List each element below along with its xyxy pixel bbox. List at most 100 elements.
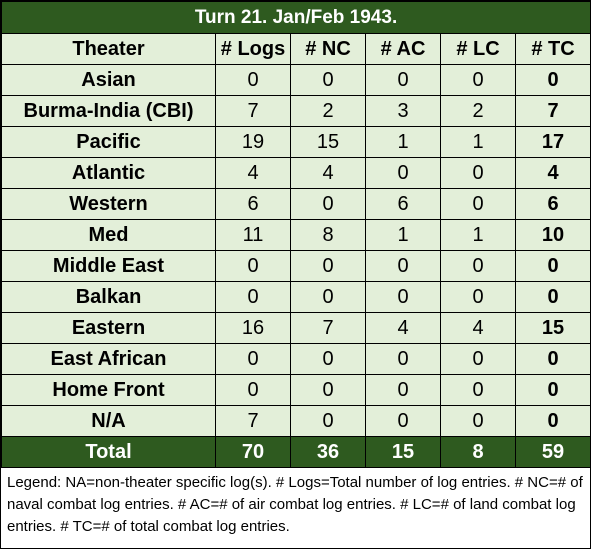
total-row: Total 70 36 15 8 59 [1, 436, 591, 468]
cell-theater: Western [1, 188, 216, 220]
total-ac: 15 [365, 436, 441, 468]
cell-nc: 0 [290, 374, 366, 406]
cell-nc: 8 [290, 219, 366, 251]
cell-theater: Burma-India (CBI) [1, 95, 216, 127]
cell-tc: 0 [514, 64, 591, 96]
cell-lc: 2 [440, 95, 516, 127]
cell-lc: 1 [440, 219, 516, 251]
title-row: Turn 21. Jan/Feb 1943. [0, 1, 591, 34]
header-nc: # NC [290, 33, 366, 65]
table-row: Western 6 0 6 0 6 [1, 188, 591, 220]
cell-logs: 7 [215, 95, 291, 127]
cell-theater: N/A [1, 405, 216, 437]
header-theater: Theater [1, 33, 216, 65]
cell-nc: 0 [290, 343, 366, 375]
cell-theater: Pacific [1, 126, 216, 158]
table-row: Middle East 0 0 0 0 0 [1, 250, 591, 282]
cell-ac: 0 [365, 343, 441, 375]
table-row: Balkan 0 0 0 0 0 [1, 281, 591, 313]
cell-nc: 0 [290, 281, 366, 313]
cell-tc: 0 [514, 374, 591, 406]
cell-lc: 1 [440, 126, 516, 158]
cell-lc: 0 [440, 374, 516, 406]
cell-nc: 7 [290, 312, 366, 344]
cell-ac: 0 [365, 250, 441, 282]
table-row: Med 11 8 1 1 10 [1, 219, 591, 251]
cell-lc: 0 [440, 64, 516, 96]
cell-logs: 0 [215, 281, 291, 313]
cell-logs: 16 [215, 312, 291, 344]
cell-theater: Atlantic [1, 157, 216, 189]
table-row: Atlantic 4 4 0 0 4 [1, 157, 591, 189]
cell-tc: 0 [514, 281, 591, 313]
total-logs: 70 [215, 436, 291, 468]
cell-theater: East African [1, 343, 216, 375]
cell-lc: 0 [440, 405, 516, 437]
total-lc: 8 [440, 436, 516, 468]
cell-ac: 0 [365, 157, 441, 189]
cell-logs: 0 [215, 250, 291, 282]
cell-logs: 11 [215, 219, 291, 251]
total-label: Total [1, 436, 216, 468]
cell-logs: 0 [215, 343, 291, 375]
cell-lc: 0 [440, 157, 516, 189]
header-row: Theater # Logs # NC # AC # LC # TC [1, 33, 591, 65]
cell-nc: 0 [290, 405, 366, 437]
cell-theater: Med [1, 219, 216, 251]
cell-lc: 4 [440, 312, 516, 344]
header-logs: # Logs [215, 33, 291, 65]
cell-logs: 4 [215, 157, 291, 189]
table-row: East African 0 0 0 0 0 [1, 343, 591, 375]
total-nc: 36 [290, 436, 366, 468]
cell-nc: 0 [290, 250, 366, 282]
cell-theater: Asian [1, 64, 216, 96]
cell-ac: 3 [365, 95, 441, 127]
cell-lc: 0 [440, 250, 516, 282]
cell-tc: 7 [514, 95, 591, 127]
cell-logs: 0 [215, 64, 291, 96]
cell-logs: 0 [215, 374, 291, 406]
header-tc: # TC [514, 33, 591, 65]
cell-theater: Eastern [1, 312, 216, 344]
cell-nc: 2 [290, 95, 366, 127]
cell-logs: 7 [215, 405, 291, 437]
cell-nc: 4 [290, 157, 366, 189]
table-body: Asian 0 0 0 0 0 Burma-India (CBI) 7 2 3 2 7 Pacific 1… [1, 64, 591, 437]
cell-ac: 1 [365, 219, 441, 251]
cell-lc: 0 [440, 343, 516, 375]
header-lc: # LC [440, 33, 516, 65]
cell-lc: 0 [440, 188, 516, 220]
header-ac: # AC [365, 33, 441, 65]
table-row: Asian 0 0 0 0 0 [1, 64, 591, 96]
total-tc: 59 [514, 436, 591, 468]
table-row: Pacific 19 15 1 1 17 [1, 126, 591, 158]
cell-nc: 0 [290, 188, 366, 220]
cell-nc: 15 [290, 126, 366, 158]
cell-ac: 1 [365, 126, 441, 158]
cell-ac: 0 [365, 374, 441, 406]
cell-tc: 17 [514, 126, 591, 158]
table-title: Turn 21. Jan/Feb 1943. [0, 1, 591, 34]
cell-tc: 0 [514, 405, 591, 437]
cell-tc: 15 [514, 312, 591, 344]
cell-nc: 0 [290, 64, 366, 96]
cell-ac: 0 [365, 281, 441, 313]
cell-tc: 10 [514, 219, 591, 251]
cell-lc: 0 [440, 281, 516, 313]
legend-text: Legend: NA=non-theater specific log(s). … [7, 474, 583, 535]
log-summary-table: Turn 21. Jan/Feb 1943. Theater # Logs # … [0, 1, 591, 468]
cell-logs: 6 [215, 188, 291, 220]
table-row: N/A 7 0 0 0 0 [1, 405, 591, 437]
cell-tc: 0 [514, 250, 591, 282]
cell-ac: 0 [365, 405, 441, 437]
cell-ac: 0 [365, 64, 441, 96]
cell-tc: 6 [514, 188, 591, 220]
cell-tc: 0 [514, 343, 591, 375]
cell-ac: 4 [365, 312, 441, 344]
table-row: Home Front 0 0 0 0 0 [1, 374, 591, 406]
cell-theater: Balkan [1, 281, 216, 313]
cell-ac: 6 [365, 188, 441, 220]
cell-logs: 19 [215, 126, 291, 158]
table-row: Eastern 16 7 4 4 15 [1, 312, 591, 344]
